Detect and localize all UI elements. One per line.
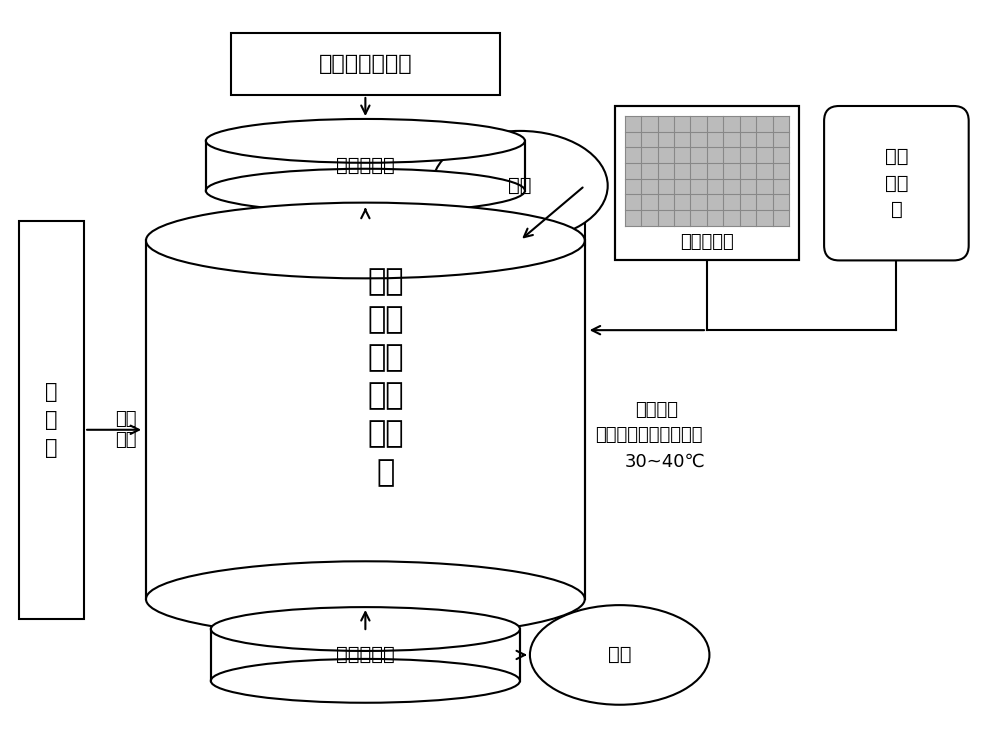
Bar xyxy=(625,116,789,226)
Bar xyxy=(211,629,520,681)
Bar xyxy=(615,106,799,260)
Text: 30~40℃: 30~40℃ xyxy=(625,453,705,470)
Text: 起始阶段: 起始阶段 xyxy=(635,401,678,418)
Text: 增温系统将物料增温到: 增温系统将物料增温到 xyxy=(595,426,702,444)
Text: 保
温
层: 保 温 层 xyxy=(45,382,58,458)
FancyBboxPatch shape xyxy=(824,106,969,260)
Text: 进料缓冲室: 进料缓冲室 xyxy=(336,157,395,175)
Bar xyxy=(19,220,84,619)
Ellipse shape xyxy=(432,131,608,240)
Text: 水浴
加热
层: 水浴 加热 层 xyxy=(885,147,908,219)
Ellipse shape xyxy=(146,203,585,278)
Ellipse shape xyxy=(530,605,709,705)
Ellipse shape xyxy=(206,168,525,213)
Text: 过程
保温: 过程 保温 xyxy=(115,410,137,449)
Ellipse shape xyxy=(206,119,525,162)
Text: 出料缓冲室: 出料缓冲室 xyxy=(336,646,395,664)
Text: 太阳能装置: 太阳能装置 xyxy=(680,234,734,252)
Bar xyxy=(206,141,525,191)
Text: 有机固体废弃物: 有机固体废弃物 xyxy=(319,54,412,74)
Text: 连续
式干
式厌
氧发
酵装
置: 连续 式干 式厌 氧发 酵装 置 xyxy=(367,267,404,487)
Text: 沼气: 沼气 xyxy=(508,176,532,195)
Ellipse shape xyxy=(211,607,520,651)
Ellipse shape xyxy=(211,659,520,703)
Bar xyxy=(615,106,799,260)
Ellipse shape xyxy=(146,561,585,637)
Text: 沼渣: 沼渣 xyxy=(608,646,631,664)
Bar xyxy=(231,33,500,95)
Bar xyxy=(146,240,585,599)
